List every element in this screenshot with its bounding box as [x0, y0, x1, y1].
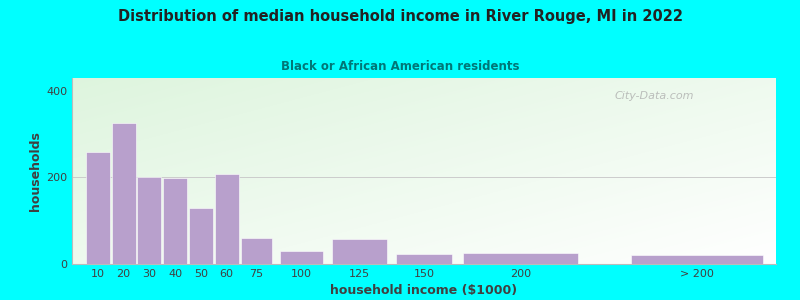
Bar [189, 208, 213, 264]
Text: Distribution of median household income in River Rouge, MI in 2022: Distribution of median household income … [118, 9, 682, 24]
Bar [163, 178, 187, 264]
Bar [280, 251, 323, 264]
Bar [241, 238, 272, 264]
Bar [397, 254, 451, 264]
Bar [111, 123, 135, 264]
Y-axis label: households: households [29, 131, 42, 211]
Bar [332, 239, 387, 264]
Text: Black or African American residents: Black or African American residents [281, 60, 519, 73]
Bar [214, 175, 238, 264]
Bar [631, 255, 763, 264]
Text: City-Data.com: City-Data.com [614, 91, 694, 101]
Bar [463, 253, 578, 264]
Bar [138, 178, 162, 264]
Bar [86, 152, 110, 264]
X-axis label: household income ($1000): household income ($1000) [330, 284, 518, 297]
